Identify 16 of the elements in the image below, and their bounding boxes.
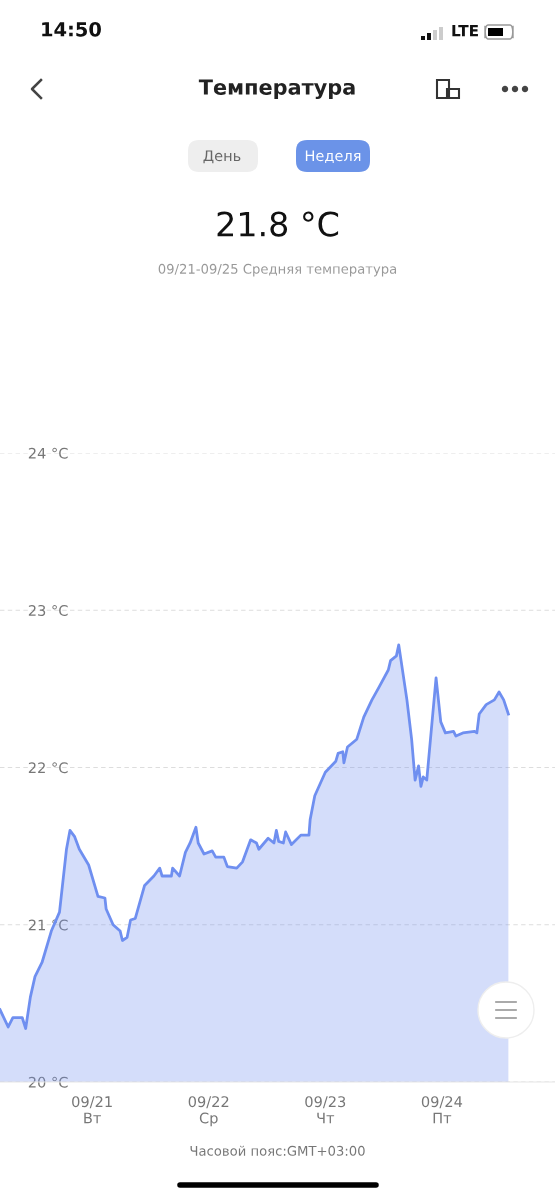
x-tick-label: 09/21 Вт <box>72 1096 112 1124</box>
y-tick-label: 22 °C <box>28 762 68 774</box>
text: 14:50 <box>42 21 101 37</box>
text: LTE <box>452 25 478 37</box>
x-tick-label: 09/22 Ср <box>188 1096 229 1127</box>
x-tick-label: 09/23 Чт <box>305 1096 346 1124</box>
chart-subtitle: 09/21-09/25 Средняя температура <box>158 263 397 277</box>
x-tick-label: 09/24 Пт <box>421 1096 463 1124</box>
y-tick-label: 23 °C <box>28 604 68 616</box>
text: Неделя <box>305 150 361 164</box>
y-tick-label: 20 °C <box>28 1076 68 1088</box>
text: 21.8 °C <box>217 211 339 237</box>
text: День <box>203 150 241 164</box>
text: Часовой пояс:GMT+03:00 <box>190 1145 365 1156</box>
chart-title: Температура <box>198 79 355 100</box>
y-tick-label: 24 °C <box>28 447 68 459</box>
